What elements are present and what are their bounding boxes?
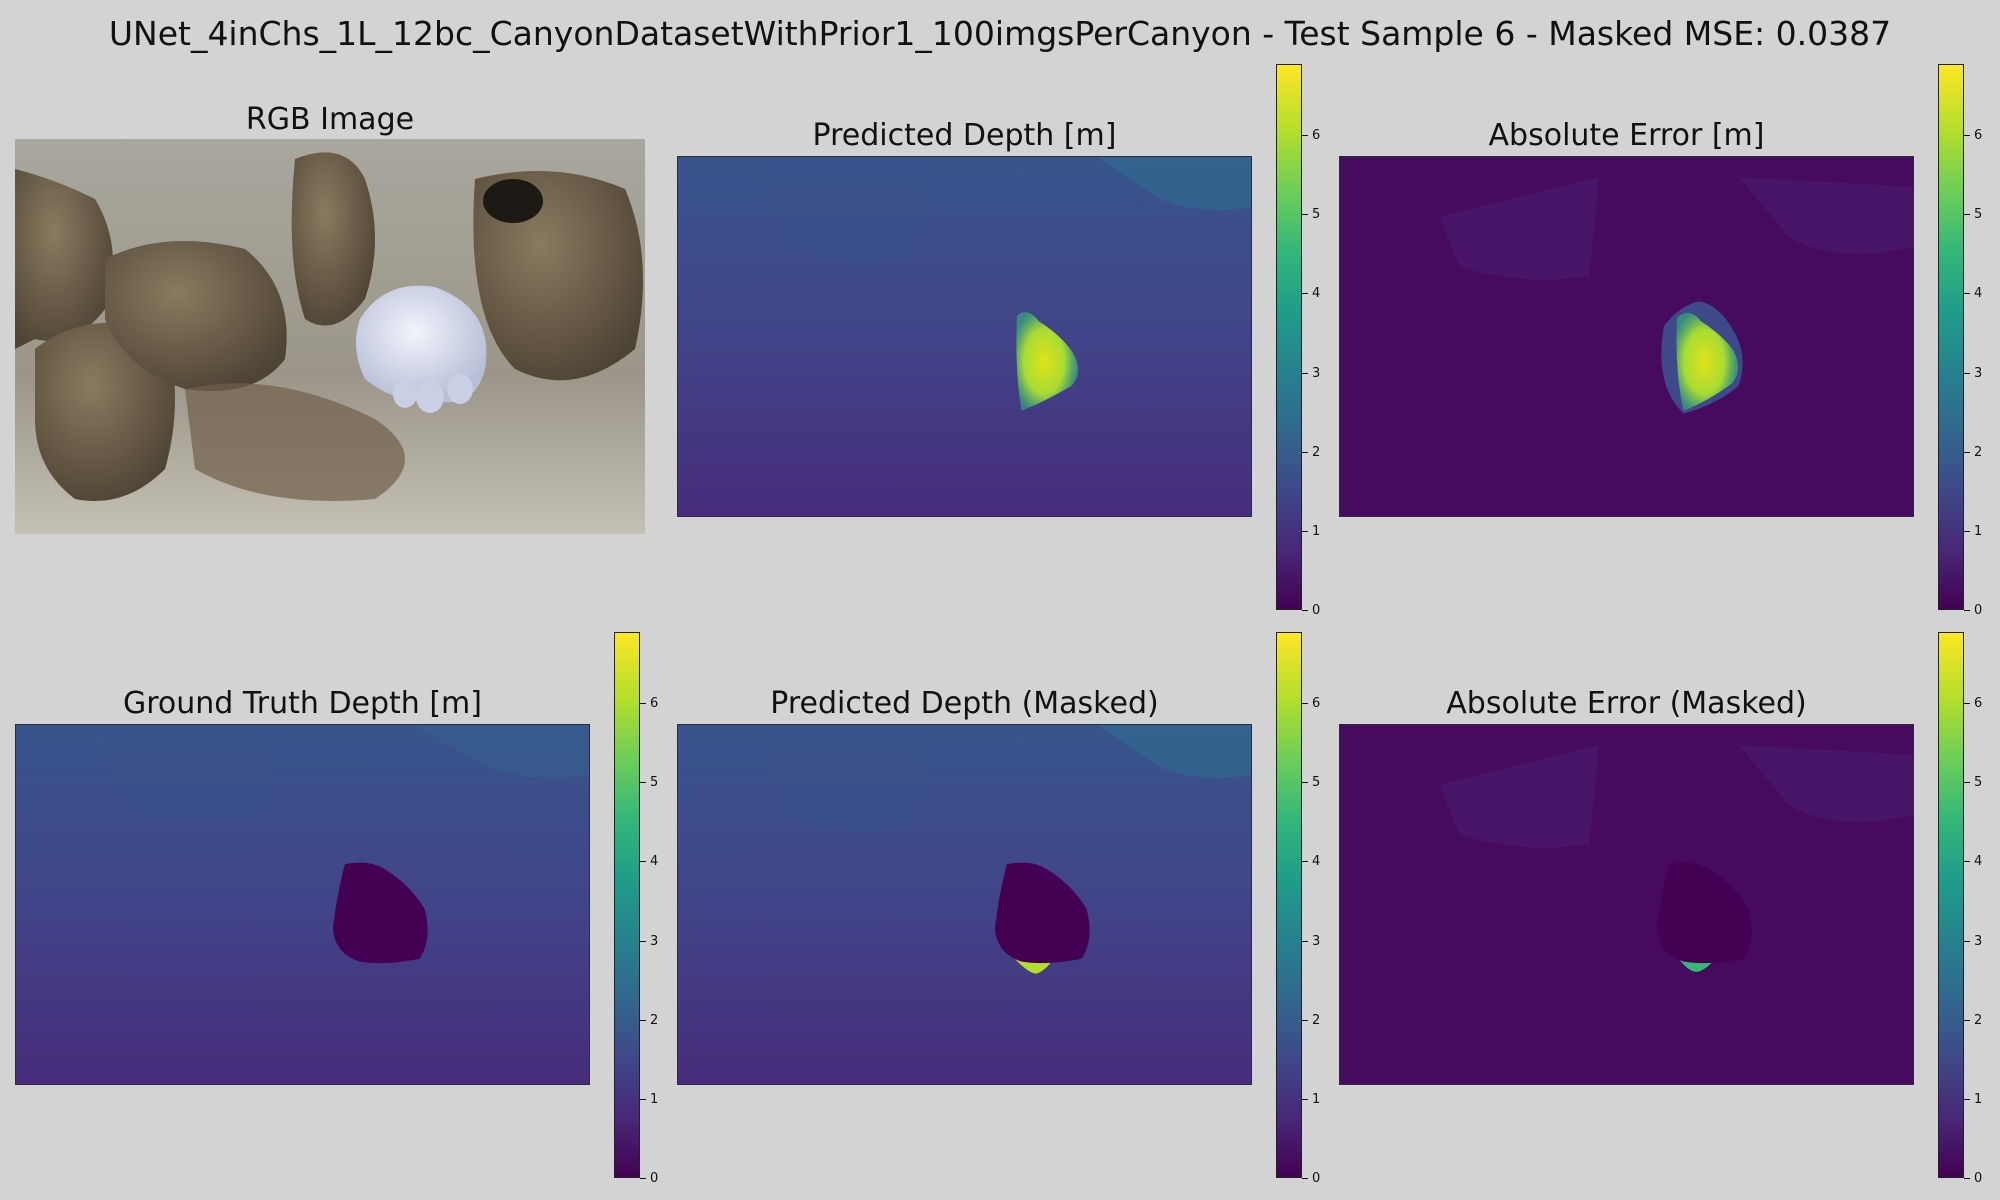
- panel-title-predicted-depth-masked: Predicted Depth (Masked): [770, 686, 1159, 721]
- colorbar-tick-mark: [1964, 1019, 1970, 1021]
- colorbar-tick-label: 6: [1974, 128, 1983, 144]
- colorbar-tick-mark: [1302, 1019, 1308, 1021]
- colorbar-tick-mark: [1302, 451, 1308, 453]
- colorbar-tick-label: 5: [650, 775, 659, 791]
- colorbar-tick-mark: [1302, 1178, 1308, 1179]
- colorbar-tick-mark: [1302, 782, 1308, 784]
- colorbar-tick-label: 2: [650, 1012, 659, 1028]
- panel-title-absolute-error-masked: Absolute Error (Masked): [1446, 686, 1807, 721]
- colorbar-tick-label: 5: [1974, 775, 1983, 791]
- panel-title-absolute-error: Absolute Error [m]: [1488, 118, 1765, 153]
- colorbar-tick-label: 0: [1312, 1171, 1321, 1186]
- colorbar-tick-mark: [1302, 1098, 1308, 1100]
- colorbar-tick-mark: [640, 1019, 646, 1021]
- colorbar-tick-label: 3: [1312, 365, 1321, 381]
- colorbar-tick-label: 3: [650, 933, 659, 949]
- rgb-image: [15, 139, 645, 534]
- colorbar-tick-mark: [640, 703, 646, 705]
- colorbar-predicted-depth-masked: [1276, 632, 1302, 1178]
- colorbar-tick-mark: [640, 1098, 646, 1100]
- colorbar-tick-label: 2: [1312, 1012, 1321, 1028]
- colorbar-tick-mark: [1964, 940, 1970, 942]
- heatmap-absolute-error-masked: [1339, 724, 1914, 1085]
- colorbar-tick-label: 2: [1974, 444, 1983, 460]
- colorbar-tick-mark: [1964, 214, 1970, 216]
- heatmap-absolute-error: [1339, 156, 1914, 517]
- heatmap-predicted-depth: [677, 156, 1252, 517]
- panel-title-ground-truth: Ground Truth Depth [m]: [122, 686, 482, 721]
- colorbar-tick-label: 6: [1974, 696, 1983, 712]
- colorbar-tick-mark: [1964, 861, 1970, 863]
- colorbar-absolute-error-masked: [1938, 632, 1964, 1178]
- colorbar-tick-mark: [1302, 703, 1308, 705]
- colorbar-tick-label: 3: [1974, 933, 1983, 949]
- colorbar-tick-label: 4: [1312, 286, 1321, 302]
- colorbar-tick-label: 6: [650, 696, 659, 712]
- colorbar-tick-mark: [1964, 372, 1970, 374]
- colorbar-predicted-depth: [1276, 64, 1302, 610]
- colorbar-tick-label: 3: [1974, 365, 1983, 381]
- colorbar-tick-label: 1: [1312, 523, 1321, 539]
- colorbar-tick-mark: [1964, 530, 1970, 532]
- colorbar-tick-mark: [1302, 293, 1308, 295]
- colorbar-tick-label: 0: [1974, 1171, 1983, 1186]
- colorbar-tick-label: 5: [1974, 207, 1983, 223]
- colorbar-tick-label: 0: [650, 1171, 659, 1186]
- heatmap-predicted-depth-masked: [677, 724, 1252, 1085]
- colorbar-tick-label: 0: [1974, 603, 1983, 618]
- colorbar-absolute-error: [1938, 64, 1964, 610]
- colorbar-tick-label: 5: [1312, 775, 1321, 791]
- colorbar-tick-mark: [640, 940, 646, 942]
- colorbar-tick-label: 4: [1312, 854, 1321, 870]
- colorbar-tick-mark: [1964, 703, 1970, 705]
- colorbar-tick-mark: [1964, 135, 1970, 137]
- colorbar-tick-label: 2: [1974, 1012, 1983, 1028]
- colorbar-tick-mark: [1964, 610, 1970, 611]
- panel-title-rgb: RGB Image: [245, 102, 415, 137]
- colorbar-tick-mark: [1302, 372, 1308, 374]
- colorbar-tick-label: 2: [1312, 444, 1321, 460]
- colorbar-tick-label: 1: [1974, 1091, 1983, 1107]
- heatmap-ground-truth: [15, 724, 590, 1085]
- colorbar-tick-mark: [1302, 610, 1308, 611]
- colorbar-tick-label: 5: [1312, 207, 1321, 223]
- colorbar-tick-label: 1: [650, 1091, 659, 1107]
- colorbar-tick-mark: [1964, 1098, 1970, 1100]
- colorbar-tick-label: 6: [1312, 128, 1321, 144]
- colorbar-tick-mark: [1302, 214, 1308, 216]
- colorbar-tick-label: 4: [1974, 286, 1983, 302]
- figure-title: UNet_4inChs_1L_12bc_CanyonDatasetWithPri…: [108, 14, 1892, 53]
- colorbar-tick-label: 3: [1312, 933, 1321, 949]
- colorbar-tick-mark: [1302, 530, 1308, 532]
- colorbar-tick-mark: [1302, 861, 1308, 863]
- colorbar-tick-label: 6: [1312, 696, 1321, 712]
- colorbar-tick-mark: [1964, 293, 1970, 295]
- colorbar-tick-mark: [1964, 451, 1970, 453]
- colorbar-tick-mark: [1964, 1178, 1970, 1179]
- colorbar-tick-mark: [1302, 135, 1308, 137]
- colorbar-tick-mark: [1964, 782, 1970, 784]
- panel-title-predicted-depth: Predicted Depth [m]: [812, 118, 1117, 153]
- colorbar-tick-label: 4: [1974, 854, 1983, 870]
- colorbar-tick-mark: [1302, 940, 1308, 942]
- colorbar-tick-mark: [640, 861, 646, 863]
- colorbar-tick-mark: [640, 782, 646, 784]
- colorbar-tick-mark: [640, 1178, 646, 1179]
- colorbar-tick-label: 4: [650, 854, 659, 870]
- colorbar-ground-truth: [614, 632, 640, 1178]
- colorbar-tick-label: 1: [1312, 1091, 1321, 1107]
- colorbar-tick-label: 0: [1312, 603, 1321, 618]
- colorbar-tick-label: 1: [1974, 523, 1983, 539]
